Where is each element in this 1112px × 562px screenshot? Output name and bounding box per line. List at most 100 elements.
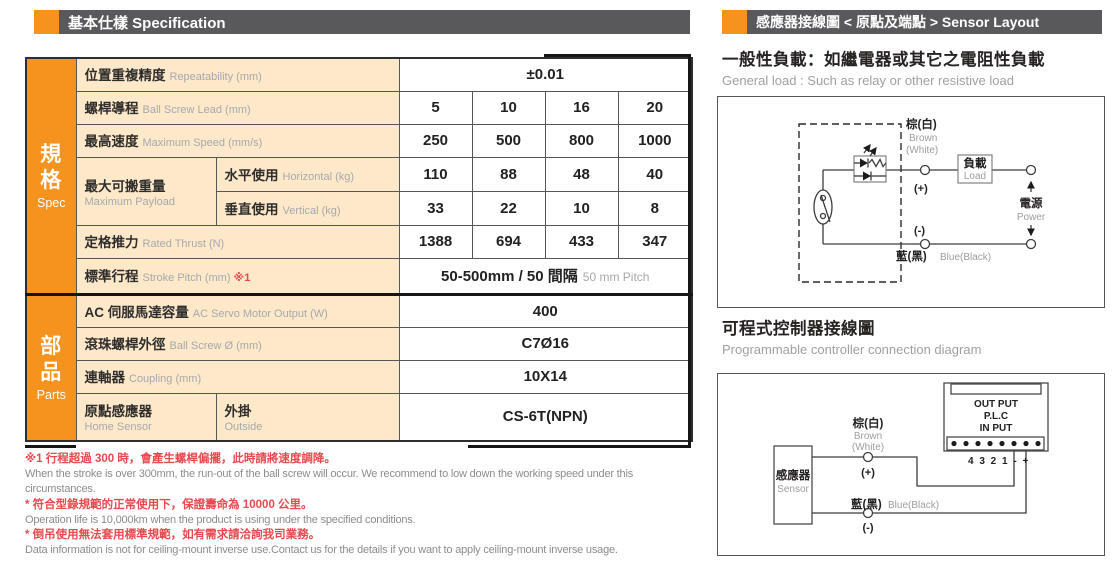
table-row: 連軸器 Coupling (mm) 10X14 bbox=[26, 359, 693, 394]
plc-connection-svg: 感應器 Sensor OUT PUT P.L.C IN PUT bbox=[773, 382, 1049, 534]
sensor-label-zh: 感應器 bbox=[776, 468, 811, 482]
label-en: Vertical (kg) bbox=[282, 204, 341, 217]
value-cell: 48 bbox=[544, 156, 619, 192]
table-row: 標準行程 Stroke Pitch (mm) ※1 50-500mm / 50 間隔… bbox=[26, 257, 693, 295]
label-zh: 螺桿導程 bbox=[84, 101, 139, 116]
table-row: 原點感應器 Home Sensor 外掛 Outside CS-6T(NPN) bbox=[26, 392, 693, 442]
plc-heading-zh: 可程式控制器接線圖 bbox=[722, 320, 875, 338]
sensor-header-bar: 感應器接線圖 < 原點及端點 > Sensor Layout bbox=[722, 10, 1102, 34]
value-cell: 33 bbox=[398, 190, 473, 226]
label-en: Coupling (mm) bbox=[129, 373, 202, 385]
led-icon bbox=[853, 143, 887, 183]
blue-label-zh: 藍(黑) bbox=[851, 497, 882, 511]
value-cell: 16 bbox=[544, 90, 619, 125]
wire-blue bbox=[812, 451, 1027, 514]
sensor-internal-dashed-box bbox=[798, 123, 902, 283]
power-label-zh: 電源 bbox=[1020, 196, 1043, 210]
group-parts-zh: 部品 bbox=[40, 334, 63, 384]
label-zh: 位置重複精度 bbox=[84, 68, 166, 84]
value-home-sensor: CS-6T(NPN) bbox=[398, 392, 693, 442]
row-label-screw: 滾珠螺桿外徑 Ball Screw Ø (mm) bbox=[75, 326, 400, 361]
row-label-thrust: 定格推力 Rated Thrust (N) bbox=[75, 224, 400, 259]
value-cell: 800 bbox=[544, 123, 619, 158]
value-cell: 500 bbox=[471, 123, 546, 158]
row-label-horizontal: 水平使用 Horizontal (kg) bbox=[215, 156, 400, 192]
blue-label-en: Blue(Black) bbox=[940, 252, 991, 263]
table-row: 規格 Spec 位置重複精度 Repeatability (mm) ±0.01 bbox=[25, 57, 693, 295]
label-zh: 定格推力 bbox=[84, 235, 139, 250]
brown-label-zh: 棕(白) bbox=[852, 416, 884, 430]
table-row: 垂直使用 Vertical (kg) 33 22 10 8 bbox=[26, 190, 693, 226]
value-cell: 88 bbox=[471, 156, 546, 192]
table-edge-accent bbox=[25, 445, 76, 448]
label-en: AC Servo Motor Output (W) bbox=[192, 307, 328, 320]
value-cell: 1000 bbox=[617, 123, 693, 158]
plc-line1: OUT PUT bbox=[974, 399, 1018, 410]
blue-label-en: Blue(Black) bbox=[888, 500, 939, 511]
group-parts-en: Parts bbox=[36, 388, 66, 402]
orange-accent-square bbox=[722, 10, 747, 34]
footnote-line: * 符合型錄規範的正常使用下，保證壽命為 10000 公里。 bbox=[25, 498, 313, 511]
value-coupling: 10X14 bbox=[398, 359, 693, 394]
value-servo: 400 bbox=[398, 292, 693, 328]
minus-sign: (-) bbox=[914, 225, 925, 237]
value-repeatability: ±0.01 bbox=[398, 57, 693, 92]
footnote-line: When the stroke is over 300mm, the run-o… bbox=[25, 468, 634, 496]
table-edge-accent bbox=[468, 445, 691, 448]
row-label-home-sensor: 原點感應器 Home Sensor bbox=[75, 392, 217, 442]
sensor-title: 感應器接線圖 < 原點及端點 > Sensor Layout bbox=[747, 10, 1102, 34]
sensor-box: 感應器 Sensor bbox=[773, 445, 813, 525]
value-cell: 10 bbox=[544, 190, 619, 226]
label-en: Repeatability (mm) bbox=[169, 71, 262, 84]
footnote-line: * 倒吊使用無法套用標準規範，如有需求請洽詢我司業務。 bbox=[25, 529, 321, 542]
terminal-power-top bbox=[1025, 164, 1037, 176]
group-spec: 規格 Spec bbox=[25, 57, 77, 295]
row-label-coupling: 連軸器 Coupling (mm) bbox=[75, 359, 400, 394]
plus-sign: (+) bbox=[914, 183, 928, 195]
label-en: Ball Screw Lead (mm) bbox=[142, 104, 251, 116]
table-row: 最大可搬重量 Maximum Payload 水平使用 Horizontal (k… bbox=[26, 156, 693, 226]
table-row: 螺桿導程 Ball Screw Lead (mm) 5 10 16 20 bbox=[26, 90, 693, 125]
load-label-en: Load bbox=[964, 171, 986, 182]
brown-label-en: Brown bbox=[909, 133, 937, 144]
group-spec-en: Spec bbox=[37, 196, 66, 210]
brown-label-en: Brown bbox=[854, 431, 882, 442]
orange-accent-square bbox=[34, 10, 59, 34]
row-label-repeatability: 位置重複精度 Repeatability (mm) bbox=[75, 57, 400, 92]
sensor-label-en: Sensor bbox=[777, 484, 809, 495]
label-en: Outside bbox=[224, 421, 263, 434]
plc-heading-en: Programmable controller connection diagr… bbox=[722, 342, 982, 357]
terminal-strip bbox=[946, 436, 1045, 451]
table-row: 最高速度 Maximum Speed (mm/s) 250 500 800 100… bbox=[26, 123, 693, 158]
label-en: Home Sensor bbox=[84, 421, 152, 434]
row-label-payload: 最大可搬重量 Maximum Payload bbox=[75, 156, 217, 226]
label-zh: 原點感應器 bbox=[84, 404, 153, 420]
footnote-line: Operation life is 10,000km when the prod… bbox=[25, 513, 416, 526]
value-cell: 433 bbox=[544, 224, 619, 259]
terminal-minus bbox=[919, 238, 931, 250]
table-edge-accent bbox=[544, 54, 691, 57]
table-edge-accent bbox=[688, 54, 691, 448]
brown-label-zh: 棕(白) bbox=[905, 117, 937, 131]
general-load-en: General load : Such as relay or other re… bbox=[722, 73, 1014, 88]
value-cell: 347 bbox=[617, 224, 693, 259]
label-en: Ball Screw Ø (mm) bbox=[169, 340, 262, 352]
table-row: 部品 Parts AC 伺服馬達容量 AC Servo Motor Output … bbox=[25, 292, 693, 442]
label-en: Maximum Payload bbox=[84, 195, 175, 208]
power-label: 電源 Power bbox=[1017, 180, 1046, 237]
row-label-servo: AC 伺服馬達容量 AC Servo Motor Output (W) bbox=[75, 292, 400, 328]
label-zh: AC 伺服馬達容量 bbox=[84, 304, 189, 320]
label-zh: 外掛 bbox=[224, 404, 252, 420]
general-load-heading: 一般性負載：如繼電器或其它之電阻性負載 General load : Such … bbox=[722, 46, 1045, 88]
label-zh: 標準行程 bbox=[84, 269, 139, 284]
row-label-outside: 外掛 Outside bbox=[215, 392, 400, 442]
footnote-line: ※1 行程超過 300 時，會產生螺桿偏擺，此時請將速度調降。 bbox=[25, 453, 336, 465]
blue-label-zh: 藍(黑) bbox=[896, 249, 927, 263]
row-label-vertical: 垂直使用 Vertical (kg) bbox=[215, 190, 400, 226]
label-zh: 滾珠螺桿外徑 bbox=[84, 337, 166, 352]
footnote-line: Data information is not for ceiling-moun… bbox=[25, 544, 618, 557]
wire-brown bbox=[812, 451, 1015, 487]
label-en: Horizontal (kg) bbox=[282, 170, 355, 183]
white-label-en: (White) bbox=[852, 442, 884, 453]
row-label-stroke: 標準行程 Stroke Pitch (mm) ※1 bbox=[75, 257, 400, 295]
